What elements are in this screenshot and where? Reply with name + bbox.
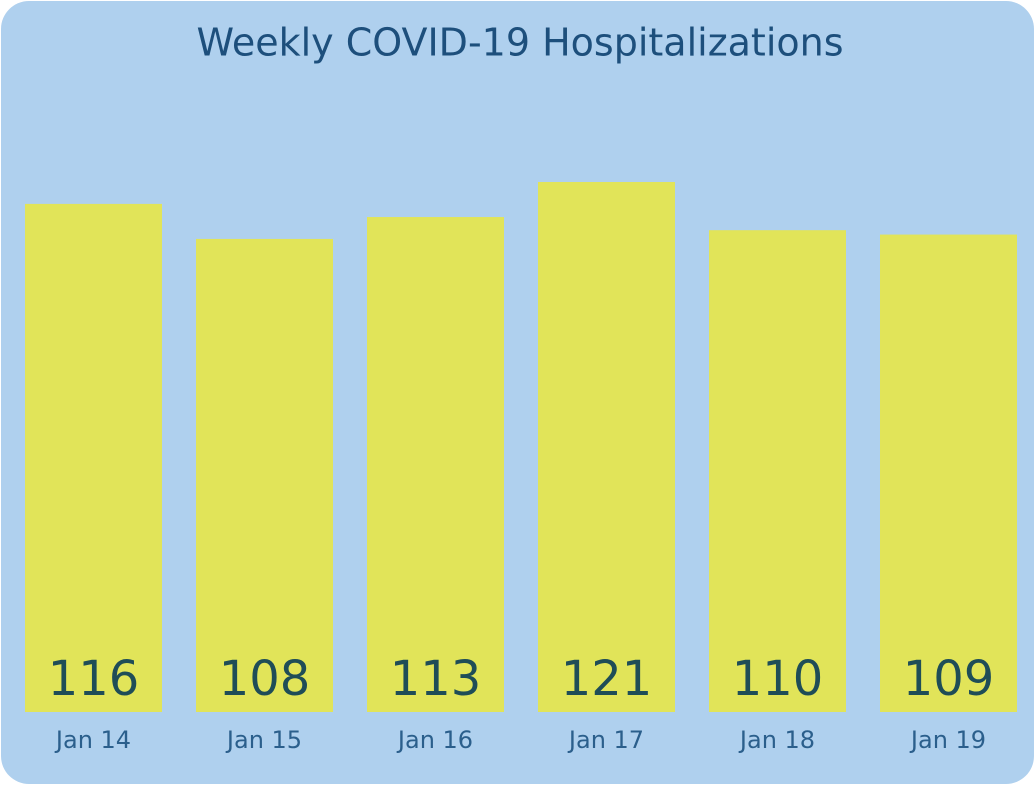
data-label: 108 (219, 651, 311, 707)
x-tick-label: Jan 16 (396, 726, 473, 754)
data-label: 109 (903, 651, 995, 707)
x-tick-label: Jan 18 (738, 726, 815, 754)
chart-title: Weekly COVID-19 Hospitalizations (196, 21, 843, 65)
x-tick-label: Jan 17 (567, 726, 644, 754)
x-tick-label: Jan 15 (225, 726, 302, 754)
data-label: 113 (390, 651, 482, 707)
bar (25, 203, 162, 713)
bar (367, 217, 504, 712)
x-tick-label: Jan 14 (54, 726, 131, 754)
bar (709, 230, 846, 712)
bar (880, 234, 1017, 712)
data-label: 121 (561, 651, 653, 707)
data-label: 110 (732, 651, 824, 707)
bar (538, 182, 675, 712)
bar (196, 238, 333, 713)
x-tick-label: Jan 19 (909, 726, 986, 754)
data-label: 116 (48, 651, 140, 707)
